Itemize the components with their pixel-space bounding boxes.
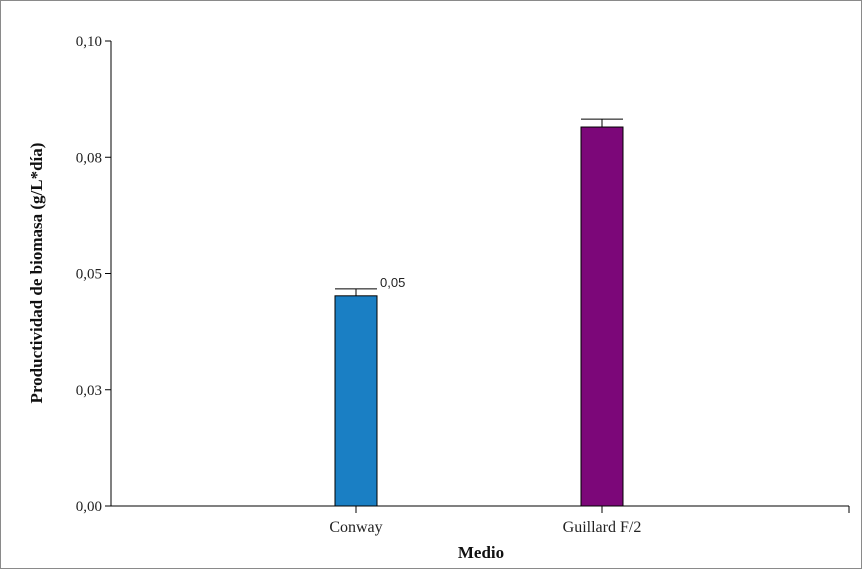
bar bbox=[334, 295, 378, 507]
y-tick-label: 0,08 bbox=[76, 150, 102, 166]
data-label: 0,05 bbox=[380, 275, 405, 290]
axes bbox=[110, 41, 850, 513]
bar bbox=[580, 126, 624, 507]
x-tick-label: Guillard F/2 bbox=[563, 519, 642, 536]
y-tick-label: 0,10 bbox=[76, 34, 102, 50]
x-ticks: Conway Guillard F/2 bbox=[329, 506, 641, 536]
x-axis-title: Medio bbox=[458, 543, 504, 562]
y-tick-label: 0,00 bbox=[76, 499, 102, 515]
y-tick-label: 0,03 bbox=[76, 383, 102, 399]
y-ticks: 0,00 0,03 0,05 0,08 0,10 bbox=[76, 34, 111, 515]
bars: 0,05 bbox=[334, 118, 624, 507]
y-tick-label: 0,05 bbox=[76, 267, 102, 283]
y-axis-title: Productividad de biomasa (g/L*día) bbox=[27, 143, 46, 404]
x-tick-label: Conway bbox=[329, 519, 382, 536]
